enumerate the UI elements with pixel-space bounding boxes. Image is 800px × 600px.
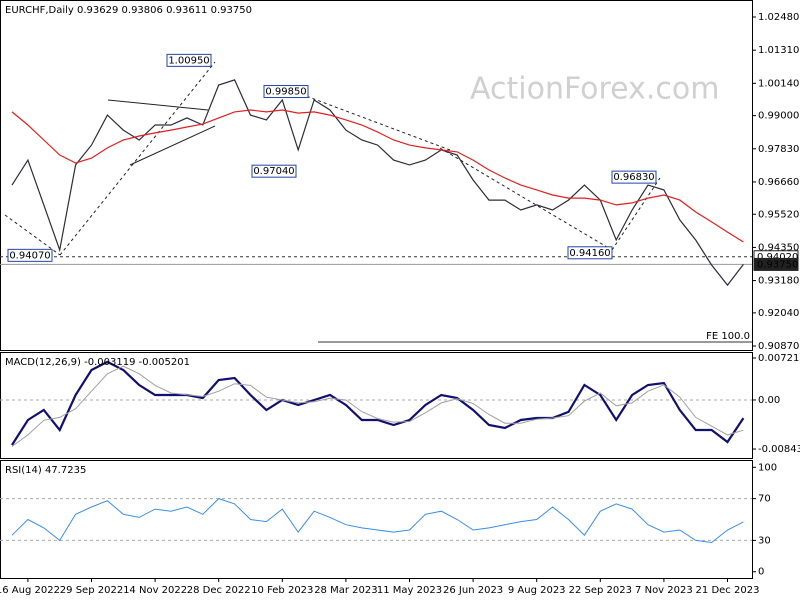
y-tick-label: 0.007219 [758,353,800,364]
x-tick-label: 16 Aug 2022 [0,585,60,596]
x-tick-label: 10 Feb 2023 [251,585,313,596]
watermark: ActionForex.com [470,72,719,107]
trend-dashed [59,61,216,256]
annotation-label: 0.97040 [253,166,294,177]
y-tick-label: 0.94350 [758,242,799,253]
trend-dashed [4,214,61,256]
series-line [11,79,744,287]
trend-dashed [289,89,451,151]
y-tick-label: 0.92040 [758,308,799,319]
y-tick-label: 0.99000 [758,111,799,122]
fe-label: FE 100.0 [706,331,750,342]
annotation-label: 1.00950 [168,55,209,66]
series-line [11,109,744,243]
price-label: 0.93750 [757,259,798,270]
series-line [11,360,745,446]
y-tick-label: 0.96660 [758,177,799,188]
x-tick-label: 21 Dec 2023 [696,585,760,596]
annotation-box [251,164,297,178]
y-tick-label: -0.008436 [758,444,800,455]
x-tick-label: 7 Nov 2023 [635,585,693,596]
annotation-box [567,246,613,260]
y-tick-label: 0.95520 [758,209,799,220]
x-tick-label: 9 Aug 2023 [508,585,566,596]
x-tick-label: 28 Mar 2023 [314,585,377,596]
y-tick-label: 0 [758,567,764,578]
price-label: 0.94020 [757,252,798,263]
panel-title: MACD(12,26,9) -0.003119 -0.005201 [5,357,190,368]
annotation-label: 0.96830 [613,172,654,183]
y-tick-label: 0.97830 [758,144,799,155]
trend-dashed [611,177,661,251]
x-tick-label: 28 Dec 2022 [187,585,251,596]
annotation-label: 0.94070 [9,250,50,261]
triangle-upper [107,99,209,111]
x-tick-label: 29 Sep 2022 [60,585,123,596]
trend-lines [4,61,752,343]
y-tick-label: 70 [758,494,771,505]
y-tick-label: 1.01310 [758,45,799,56]
panel-frame [0,352,753,459]
x-tick-label: 26 Jun 2023 [443,585,503,596]
trend-dashed [439,147,613,251]
y-tick-label: 0.90870 [758,341,799,352]
y-tick-label: 100 [758,462,777,473]
price-box [753,257,799,271]
panel-frame [0,0,753,351]
panel-title: EURCHF,Daily 0.93629 0.93806 0.93611 0.9… [5,5,252,16]
annotation-label: 0.99850 [265,87,306,98]
y-tick-label: 0.00 [758,395,780,406]
x-tick-label: 22 Sep 2023 [569,585,632,596]
y-tick-label: 1.02480 [758,12,799,23]
y-tick-label: 1.00140 [758,78,799,89]
y-tick-label: 30 [758,535,771,546]
annotation-box [611,170,657,184]
annotation-box [263,85,309,99]
series-line [11,365,744,447]
triangle-lower [129,125,216,166]
x-tick-label: 11 May 2023 [377,585,442,596]
annotation-box [166,53,212,67]
panel-frame [0,460,753,579]
y-tick-label: 0.93180 [758,276,799,287]
annotation-box [7,248,53,262]
panel-title: RSI(14) 47.7235 [5,465,86,476]
x-tick-label: 14 Nov 2022 [123,585,187,596]
series-line [11,498,744,544]
annotation-label: 0.94160 [569,248,610,259]
